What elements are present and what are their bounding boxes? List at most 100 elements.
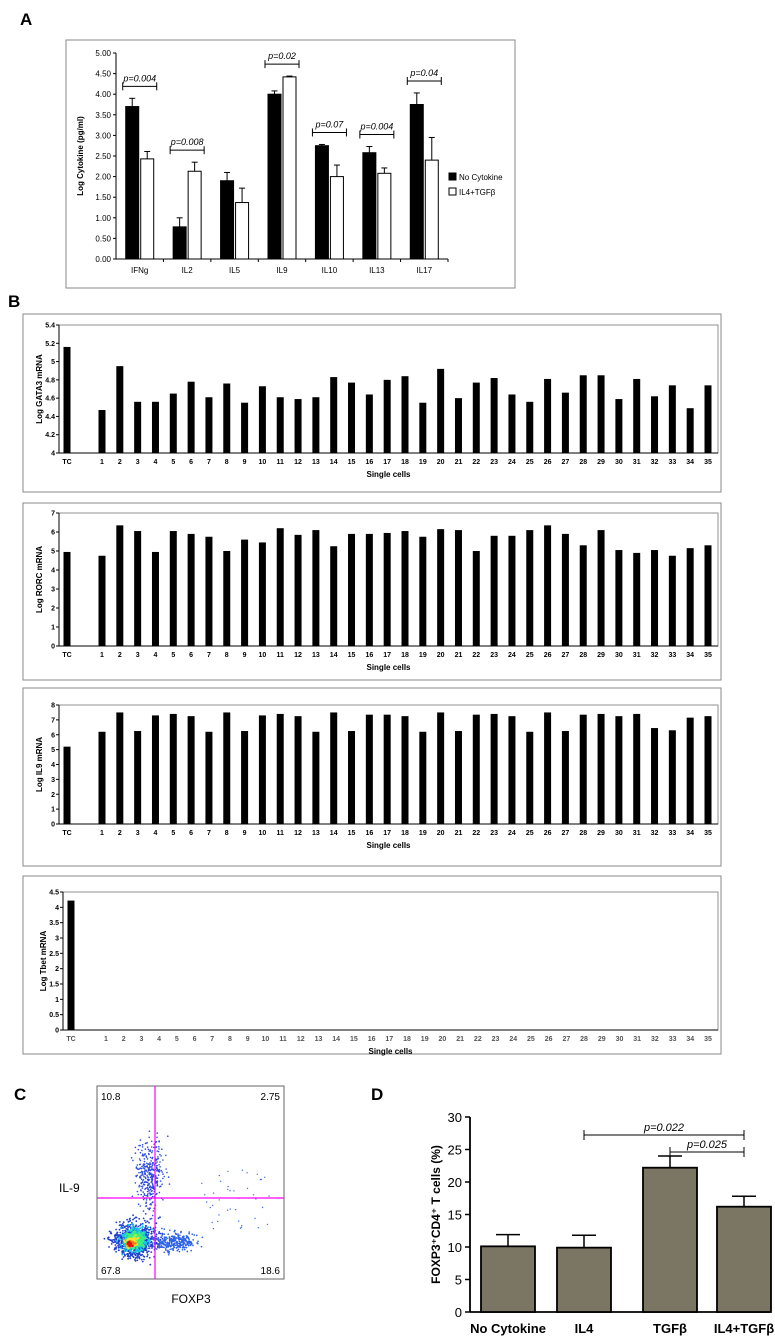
event-dot — [246, 1172, 248, 1174]
bar — [365, 394, 373, 453]
event-dot — [142, 1191, 144, 1193]
event-dot — [122, 1224, 125, 1227]
event-dot — [148, 1239, 151, 1242]
bar — [276, 397, 284, 453]
event-dot — [179, 1234, 181, 1237]
event-dot — [174, 1238, 177, 1241]
event-dot — [147, 1229, 150, 1231]
event-dot — [116, 1233, 119, 1236]
event-dot — [141, 1223, 144, 1226]
event-dot — [144, 1148, 147, 1150]
x-tick-label: 6 — [193, 1036, 197, 1043]
event-dot — [140, 1223, 142, 1226]
y-tick-label: 15 — [448, 1208, 462, 1223]
event-dot — [146, 1162, 148, 1165]
event-dot — [131, 1234, 134, 1237]
event-dot — [156, 1164, 158, 1167]
y-tick-label: 4.4 — [45, 414, 55, 421]
event-dot — [147, 1226, 150, 1229]
event-dot — [114, 1236, 116, 1238]
event-dot — [156, 1136, 158, 1139]
event-dot — [149, 1169, 152, 1171]
event-dot — [146, 1176, 149, 1178]
event-dot — [130, 1223, 133, 1225]
event-dot — [150, 1232, 153, 1235]
event-dot — [137, 1193, 139, 1196]
event-dot — [134, 1234, 137, 1237]
event-dot — [151, 1182, 154, 1184]
bar — [140, 158, 155, 260]
x-tick-label: IL5 — [229, 266, 241, 275]
event-dot — [168, 1236, 171, 1238]
event-dot — [139, 1144, 141, 1147]
event-dot — [209, 1206, 211, 1209]
event-dot — [136, 1174, 138, 1177]
bar — [597, 530, 605, 646]
event-dot — [158, 1240, 160, 1243]
event-dot — [143, 1242, 146, 1245]
bar — [330, 712, 338, 824]
event-dot — [138, 1252, 141, 1254]
x-tick-label: 17 — [383, 459, 391, 466]
event-dot — [147, 1184, 150, 1186]
y-tick-label: 3 — [51, 777, 55, 784]
event-dot — [139, 1247, 142, 1250]
event-dot — [217, 1220, 219, 1223]
event-dot — [143, 1258, 145, 1261]
event-dot — [180, 1241, 183, 1244]
event-dot — [138, 1186, 140, 1188]
event-dot — [137, 1236, 140, 1239]
bar — [294, 399, 302, 453]
x-tick-label: 10 — [259, 830, 267, 837]
x-tick-label: 3 — [136, 459, 140, 466]
event-dot — [177, 1248, 180, 1251]
event-dot — [158, 1140, 160, 1142]
event-dot — [110, 1231, 112, 1234]
quadrant-top-right: 2.75 — [261, 1092, 281, 1103]
event-dot — [143, 1160, 146, 1163]
x-tick-label: 8 — [225, 830, 229, 837]
x-tick-label: 14 — [330, 652, 338, 659]
event-dot — [124, 1235, 127, 1238]
bar — [330, 377, 338, 453]
event-dot — [166, 1237, 169, 1240]
x-tick-label: 19 — [419, 652, 427, 659]
event-dot — [152, 1228, 155, 1231]
event-dot — [114, 1233, 117, 1236]
bar — [98, 410, 106, 453]
event-dot — [143, 1193, 146, 1195]
bar — [633, 378, 641, 453]
legend-swatch — [448, 187, 457, 196]
event-dot — [139, 1151, 142, 1154]
event-dot — [145, 1187, 147, 1190]
event-dot — [143, 1194, 146, 1196]
event-dot — [159, 1232, 162, 1235]
y-tick-label: 1 — [51, 807, 55, 814]
event-dot — [142, 1164, 145, 1167]
event-dot — [152, 1174, 155, 1176]
event-dot — [152, 1186, 154, 1188]
x-tick-label: 32 — [651, 830, 659, 837]
event-dot — [212, 1204, 214, 1207]
event-dot — [171, 1240, 173, 1243]
x-tick-label: 10 — [259, 459, 267, 466]
event-dot — [241, 1225, 243, 1227]
event-dot — [184, 1244, 187, 1247]
event-dot — [139, 1224, 142, 1227]
event-dot — [118, 1249, 120, 1251]
y-tick-label: 2.50 — [95, 152, 111, 161]
event-dot — [151, 1175, 153, 1177]
event-dot — [146, 1174, 148, 1177]
x-tick-label: 28 — [580, 1036, 588, 1043]
event-dot — [151, 1164, 154, 1167]
event-dot — [121, 1258, 124, 1260]
x-tick-label: 29 — [597, 830, 605, 837]
y-tick-label: 1.00 — [95, 214, 111, 223]
bar — [401, 716, 409, 824]
event-dot — [144, 1213, 147, 1215]
event-dot — [229, 1208, 231, 1210]
x-tick-label: 3 — [136, 652, 140, 659]
event-dot — [147, 1245, 150, 1247]
event-dot — [133, 1250, 136, 1253]
